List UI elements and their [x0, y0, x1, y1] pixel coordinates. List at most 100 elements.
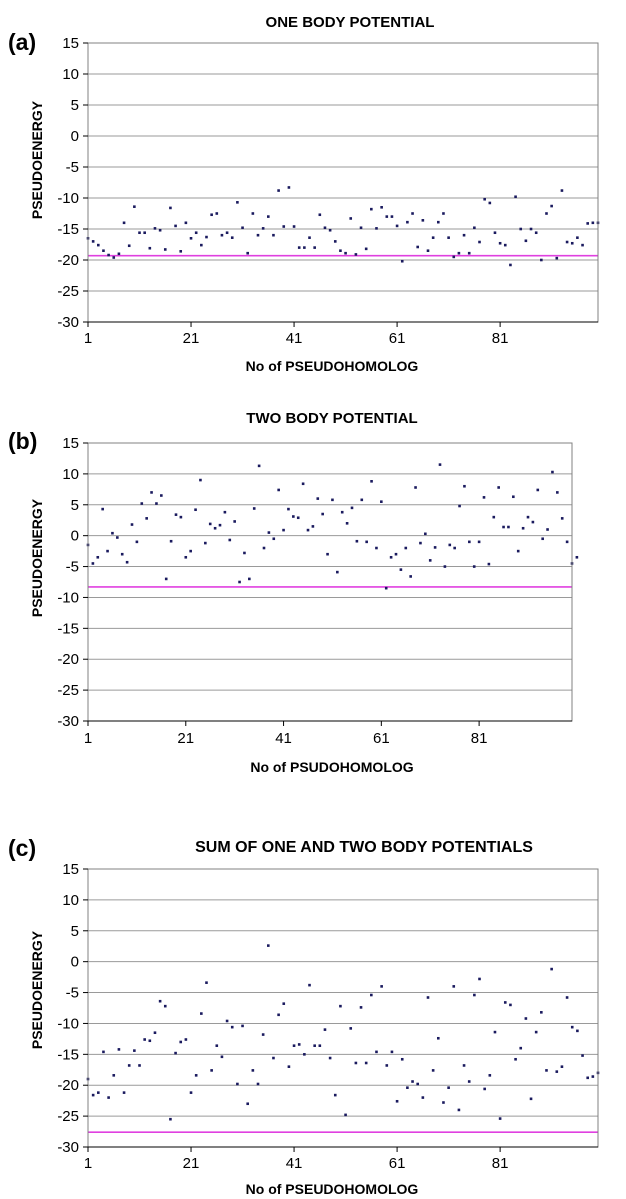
chart-a-point — [225, 231, 229, 235]
chart-b-grid — [88, 442, 572, 722]
chart-b-point — [419, 541, 422, 545]
chart-c-point — [220, 1055, 224, 1059]
chart-a-point — [127, 244, 131, 248]
chart-b-point — [164, 577, 168, 581]
chart-a-y-tick-label: -30 — [57, 314, 79, 331]
chart-b-point — [267, 531, 271, 534]
chart-b-point — [546, 528, 549, 531]
chart-a-y-tick-label: -20 — [57, 252, 79, 269]
chart-c-point — [179, 1040, 183, 1044]
chart-b-point — [116, 536, 119, 539]
chart-c-svg: 15 10 5 0 -5 -10 -15 -20 -25 -30 1 21 41 61 81 (c) SU… — [8, 835, 600, 1197]
chart-c-point — [153, 1031, 157, 1035]
chart-b-x-tick-label: 1 — [84, 730, 92, 747]
chart-c-point — [225, 1019, 229, 1023]
chart-a-point — [452, 255, 456, 259]
chart-b-point — [551, 470, 554, 474]
chart-c-point — [364, 1061, 368, 1065]
chart-b-point — [316, 497, 320, 500]
chart-c-point — [555, 1070, 559, 1073]
chart-a-point — [297, 246, 301, 249]
chart-c-point — [303, 1053, 306, 1056]
chart-a-point — [565, 240, 569, 244]
chart-c-point — [509, 1003, 512, 1007]
chart-a-point — [390, 215, 394, 218]
chart-c-point — [570, 1025, 574, 1029]
chart-a-y-axis-label: PSEUDOENERGY — [29, 100, 45, 219]
chart-a-point — [112, 256, 116, 259]
chart-b-point — [365, 540, 368, 544]
chart-b-title: TWO BODY POTENTIAL — [246, 410, 417, 427]
chart-a-point — [478, 240, 481, 244]
chart-b-point — [262, 546, 266, 550]
chart-c-point — [148, 1039, 152, 1043]
chart-b-point — [96, 555, 100, 559]
chart-b-x-tick-label: 21 — [177, 730, 194, 747]
chart-a-point — [313, 246, 316, 249]
chart-b-point — [565, 540, 569, 544]
chart-a-point — [194, 231, 198, 235]
chart-b-point — [233, 520, 236, 523]
chart-c-point — [297, 1043, 301, 1046]
chart-b-point — [424, 532, 427, 536]
chart-a-x-tick-label: 1 — [84, 330, 92, 347]
chart-c-point — [411, 1080, 414, 1083]
chart-c-point — [97, 1091, 100, 1094]
chart-c-point — [447, 1086, 450, 1089]
chart-a-point — [483, 197, 486, 201]
chart-panel-c: 15 10 5 0 -5 -10 -15 -20 -25 -30 1 21 41 61 81 (c) SU… — [0, 795, 626, 1199]
chart-b-point — [277, 488, 280, 492]
chart-a-point — [205, 235, 208, 239]
chart-c-point — [581, 1054, 584, 1057]
chart-c-point — [328, 1056, 332, 1060]
chart-b-point — [292, 515, 295, 518]
chart-b-panel-label: (b) — [8, 428, 37, 454]
chart-b-point — [311, 525, 315, 528]
chart-b-point — [336, 570, 339, 574]
chart-c-point — [200, 1012, 203, 1015]
chart-a-y-tick-label: -5 — [66, 159, 79, 176]
chart-a-point — [586, 222, 589, 225]
chart-a-point — [550, 204, 553, 208]
chart-b-point — [106, 549, 109, 553]
chart-a-point — [328, 228, 332, 232]
chart-b-point — [512, 495, 515, 499]
chart-a-point — [184, 221, 188, 225]
chart-a-point — [256, 233, 260, 237]
chart-a-x-tick-label: 21 — [183, 330, 200, 347]
chart-c-point — [323, 1028, 327, 1031]
chart-c-point — [545, 1069, 548, 1072]
chart-b-point — [140, 502, 144, 505]
chart-a-point — [385, 215, 389, 218]
chart-b-point — [204, 541, 207, 545]
chart-a-point — [581, 243, 584, 247]
chart-b-point — [482, 496, 486, 499]
chart-b-y-tick-label: -30 — [57, 713, 79, 730]
chart-b-point — [213, 526, 217, 530]
chart-a-point — [529, 227, 533, 231]
chart-a-point — [349, 217, 353, 220]
chart-a-point — [241, 226, 244, 230]
chart-c-points — [86, 944, 600, 1121]
chart-b-point — [492, 515, 496, 519]
chart-b-point — [536, 488, 540, 492]
chart-a-point — [107, 253, 110, 257]
chart-c-point — [395, 1099, 399, 1103]
chart-a-point — [406, 220, 409, 224]
chart-a-point — [540, 258, 543, 262]
chart-a-point — [272, 233, 275, 237]
chart-c-point — [241, 1024, 244, 1028]
chart-c-point — [163, 1004, 167, 1008]
chart-c-point — [230, 1025, 234, 1029]
chart-c-point — [478, 977, 481, 981]
chart-b-point — [370, 480, 373, 483]
chart-c-point — [287, 1065, 291, 1068]
chart-c-point — [210, 1069, 213, 1072]
chart-c-point — [473, 993, 476, 997]
chart-b-point — [252, 507, 256, 510]
chart-c-x-axis-label: No of PSEUDOHOMOLOG — [246, 1181, 419, 1197]
chart-a-point — [431, 236, 435, 239]
chart-a-point — [153, 227, 157, 230]
chart-c-point — [380, 985, 383, 988]
chart-a-point — [215, 212, 219, 215]
